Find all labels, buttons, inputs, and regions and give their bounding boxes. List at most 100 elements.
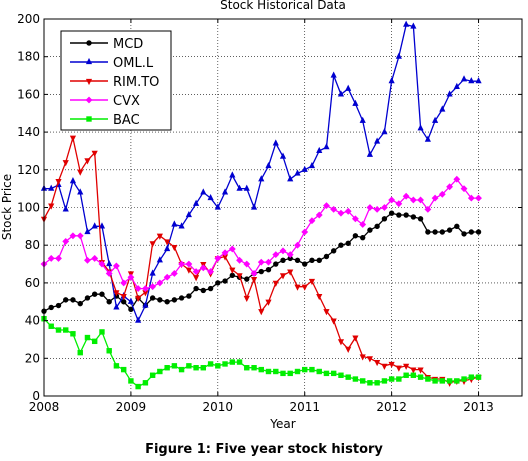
legend-item-bac: BAC	[70, 113, 140, 128]
data-point-cvx	[192, 268, 200, 276]
data-point-oml-l	[453, 82, 460, 89]
data-point-oml-l	[149, 269, 156, 276]
data-point-bac	[468, 374, 475, 380]
data-point-cvx	[98, 260, 106, 268]
data-point-rim-to	[294, 284, 301, 291]
data-point-oml-l	[84, 227, 91, 235]
data-point-mcd	[91, 291, 98, 297]
data-point-bac	[142, 380, 149, 386]
data-point-cvx	[337, 209, 345, 217]
legend-label: CVX	[113, 94, 140, 109]
data-point-rim-to	[55, 179, 62, 186]
data-point-mcd	[265, 267, 272, 273]
data-point-oml-l	[279, 152, 287, 159]
data-point-mcd	[316, 257, 322, 263]
y-tick-label: 20	[25, 351, 40, 365]
legend-swatch-marker	[86, 40, 92, 46]
data-point-rim-to	[381, 363, 388, 370]
data-point-oml-l	[185, 210, 192, 218]
data-point-bac	[367, 380, 373, 386]
data-point-bac	[302, 366, 308, 373]
data-point-oml-l	[106, 259, 113, 267]
data-point-bac	[439, 378, 446, 384]
legend-swatch-marker	[85, 78, 93, 86]
data-point-bac	[113, 363, 120, 369]
data-point-cvx	[134, 285, 142, 292]
data-point-rim-to	[258, 309, 265, 316]
data-point-cvx	[257, 258, 265, 266]
data-point-mcd	[207, 285, 214, 292]
data-point-bac	[309, 366, 315, 373]
data-point-oml-l	[135, 316, 142, 323]
data-point-rim-to	[48, 203, 55, 210]
data-point-cvx	[301, 228, 309, 236]
data-point-rim-to	[62, 160, 69, 167]
legend-swatch-marker	[85, 57, 93, 65]
data-point-oml-l	[229, 171, 236, 178]
data-point-oml-l	[62, 205, 69, 212]
data-point-cvx	[424, 205, 432, 213]
y-tick-label: 0	[32, 389, 40, 403]
data-point-oml-l	[403, 20, 410, 27]
data-point-oml-l	[156, 256, 163, 263]
x-tick-label: 2010	[203, 400, 234, 414]
data-point-cvx	[366, 204, 374, 211]
data-point-rim-to	[84, 158, 91, 165]
data-point-bac	[193, 365, 199, 371]
data-point-mcd	[215, 280, 221, 286]
data-point-oml-l	[475, 77, 482, 84]
x-tick-label: 2011	[289, 400, 320, 414]
data-point-rim-to	[316, 293, 323, 301]
data-point-rim-to	[374, 359, 381, 367]
data-point-mcd	[84, 295, 91, 301]
data-point-oml-l	[77, 188, 84, 195]
data-point-mcd	[99, 291, 105, 297]
legend: MCD OML.L RIM.TO CVX BAC	[60, 30, 172, 131]
data-point-oml-l	[381, 128, 388, 135]
data-point-cvx	[199, 264, 207, 272]
legend-item-cvx: CVX	[70, 94, 140, 109]
data-point-rim-to	[120, 293, 127, 301]
data-point-cvx	[388, 196, 396, 204]
data-point-mcd	[388, 210, 395, 216]
data-point-oml-l	[323, 143, 330, 150]
data-point-rim-to	[345, 346, 352, 353]
data-point-cvx	[359, 221, 367, 228]
y-tick-label: 120	[17, 163, 40, 177]
data-point-bac	[149, 372, 156, 378]
data-point-cvx	[286, 251, 294, 259]
data-point-cvx	[417, 196, 425, 204]
y-axis-label: Stock Price	[0, 174, 14, 240]
data-point-bac	[461, 376, 467, 382]
data-point-mcd	[171, 297, 178, 303]
data-point-oml-l	[171, 220, 178, 227]
data-point-bac	[120, 366, 127, 373]
data-point-rim-to	[272, 280, 279, 287]
data-point-oml-l	[178, 222, 185, 229]
data-point-cvx	[84, 256, 91, 264]
data-point-rim-to	[156, 233, 163, 240]
data-point-oml-l	[330, 71, 337, 78]
data-point-mcd	[396, 212, 402, 218]
data-point-oml-l	[200, 188, 207, 195]
data-point-bac	[374, 380, 380, 386]
y-tick-label: 40	[25, 314, 40, 328]
data-point-mcd	[280, 257, 286, 263]
data-point-bac	[164, 365, 170, 371]
data-point-mcd	[244, 276, 250, 282]
data-point-bac	[265, 368, 272, 375]
data-point-mcd	[200, 287, 207, 294]
data-point-oml-l	[243, 184, 250, 191]
x-tick-label: 2013	[463, 400, 494, 414]
data-point-bac	[258, 366, 264, 373]
data-point-oml-l	[410, 22, 417, 29]
series-bac	[41, 316, 482, 390]
data-point-mcd	[403, 212, 409, 218]
data-point-bac	[244, 365, 250, 371]
data-point-cvx	[373, 205, 381, 213]
data-point-cvx	[163, 273, 171, 281]
data-point-rim-to	[287, 269, 294, 276]
data-point-oml-l	[236, 184, 243, 191]
data-point-cvx	[112, 262, 120, 270]
data-point-bac	[55, 327, 62, 333]
